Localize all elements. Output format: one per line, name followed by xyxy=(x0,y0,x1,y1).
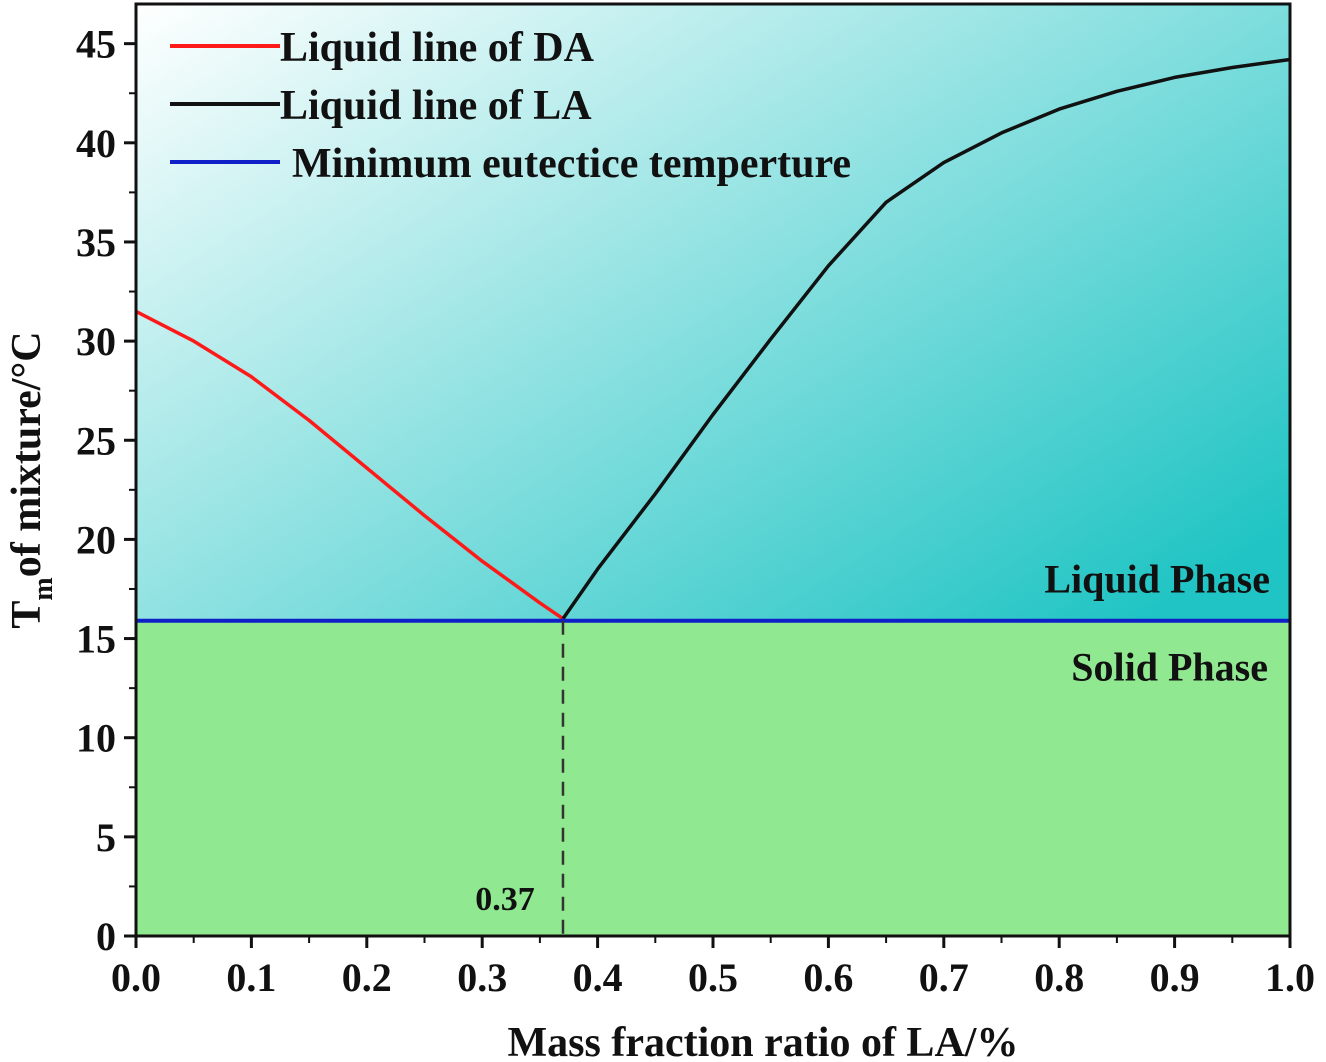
y-tick-label: 15 xyxy=(76,617,116,662)
y-tick-label: 40 xyxy=(76,121,116,166)
y-axis-title-main: T xyxy=(4,601,50,629)
y-tick-label: 30 xyxy=(76,319,116,364)
series-liquid-line-da xyxy=(135,309,564,621)
y-axis-title-rest: of mixture/°C xyxy=(4,331,50,577)
x-tick-label: 0.5 xyxy=(688,955,738,1000)
x-tick-label: 0.7 xyxy=(919,955,969,1000)
liquid-phase-label: Liquid Phase xyxy=(1044,557,1270,602)
x-tick-label: 0.0 xyxy=(111,955,161,1000)
y-axis-title: Tmof mixture/°C xyxy=(4,331,59,628)
x-tick-label: 0.2 xyxy=(342,955,392,1000)
legend-label-la: Liquid line of LA xyxy=(280,83,592,129)
solid-phase-label: Solid Phase xyxy=(1071,645,1268,690)
y-tick-label: 45 xyxy=(76,22,116,67)
legend-label-da: Liquid line of DA xyxy=(280,25,595,71)
legend: Liquid line of DA Liquid line of LA Mini… xyxy=(170,25,851,187)
y-tick-label: 0 xyxy=(96,914,116,959)
x-tick-label: 1.0 xyxy=(1265,955,1315,1000)
legend-label-eutectic: Minimum eutectice temperture xyxy=(292,141,851,187)
y-tick-label: 10 xyxy=(76,716,116,761)
y-axis-title-subscript: m xyxy=(28,577,59,600)
x-tick-label: 0.3 xyxy=(457,955,507,1000)
x-tick-label: 0.8 xyxy=(1034,955,1084,1000)
plot-frame xyxy=(134,2,1292,938)
x-tick-label: 0.9 xyxy=(1150,955,1200,1000)
solid-phase-region xyxy=(136,620,1290,936)
y-tick-label: 25 xyxy=(76,418,116,463)
liquid-phase-region xyxy=(136,4,1290,621)
x-tick-label: 0.4 xyxy=(573,955,623,1000)
x-tick-label: 0.6 xyxy=(803,955,853,1000)
y-tick-label: 35 xyxy=(76,220,116,265)
x-axis-title: Mass fraction ratio of LA/% xyxy=(508,1020,1019,1062)
x-tick-label: 0.1 xyxy=(226,955,276,1000)
series-liquid-line-la xyxy=(561,57,1291,620)
y-tick-label: 20 xyxy=(76,517,116,562)
y-tick-label: 5 xyxy=(96,815,116,860)
eutectic-x-label: 0.37 xyxy=(475,881,535,918)
